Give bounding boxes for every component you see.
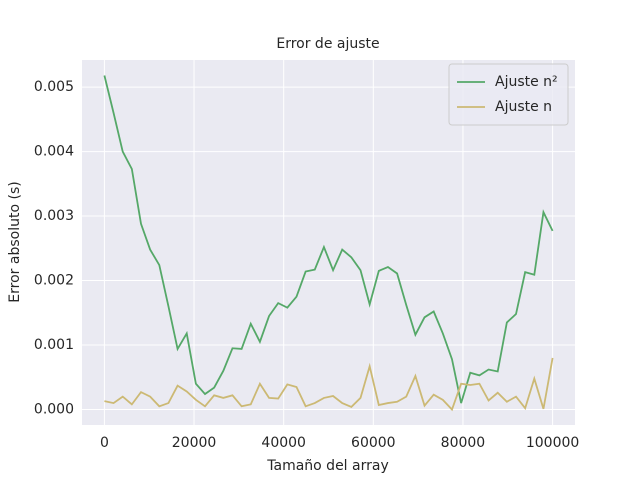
line	[103, 75, 554, 404]
legend-label: Ajuste n²	[495, 74, 558, 90]
x-tick-label: 0	[100, 435, 109, 451]
x-tick-label: 40000	[261, 435, 306, 451]
y-tick-label: 0.003	[34, 208, 74, 224]
legend-box	[448, 63, 569, 126]
x-tick-label: 60000	[351, 435, 396, 451]
x-tick-label: 80000	[441, 435, 486, 451]
y-tick-label: 0.000	[34, 402, 74, 418]
x-tick-label: 20000	[172, 435, 217, 451]
y-tick-label: 0.002	[34, 273, 74, 289]
x-tick-label: 100000	[526, 435, 579, 451]
y-axis-label: Error absoluto (s)	[7, 181, 23, 302]
y-tick-label: 0.005	[34, 79, 74, 95]
x-axis-label: Tamaño del array	[266, 458, 388, 474]
chart-title: Error de ajuste	[276, 36, 379, 52]
y-tick-label: 0.004	[34, 144, 74, 160]
y-tick-label: 0.001	[34, 337, 74, 353]
line	[104, 357, 554, 412]
legend-label: Ajuste n	[495, 99, 552, 115]
